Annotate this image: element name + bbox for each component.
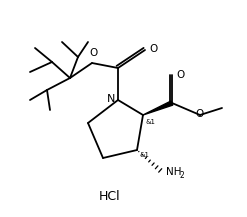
Text: NH: NH xyxy=(166,167,182,177)
Text: O: O xyxy=(195,109,203,119)
Text: &1: &1 xyxy=(145,119,155,125)
Text: O: O xyxy=(149,44,157,54)
Text: HCl: HCl xyxy=(99,191,121,204)
Text: &1: &1 xyxy=(139,152,149,158)
Text: 2: 2 xyxy=(179,171,184,179)
Polygon shape xyxy=(143,101,173,115)
Text: O: O xyxy=(89,48,97,58)
Text: O: O xyxy=(176,70,184,80)
Text: N: N xyxy=(107,94,115,104)
